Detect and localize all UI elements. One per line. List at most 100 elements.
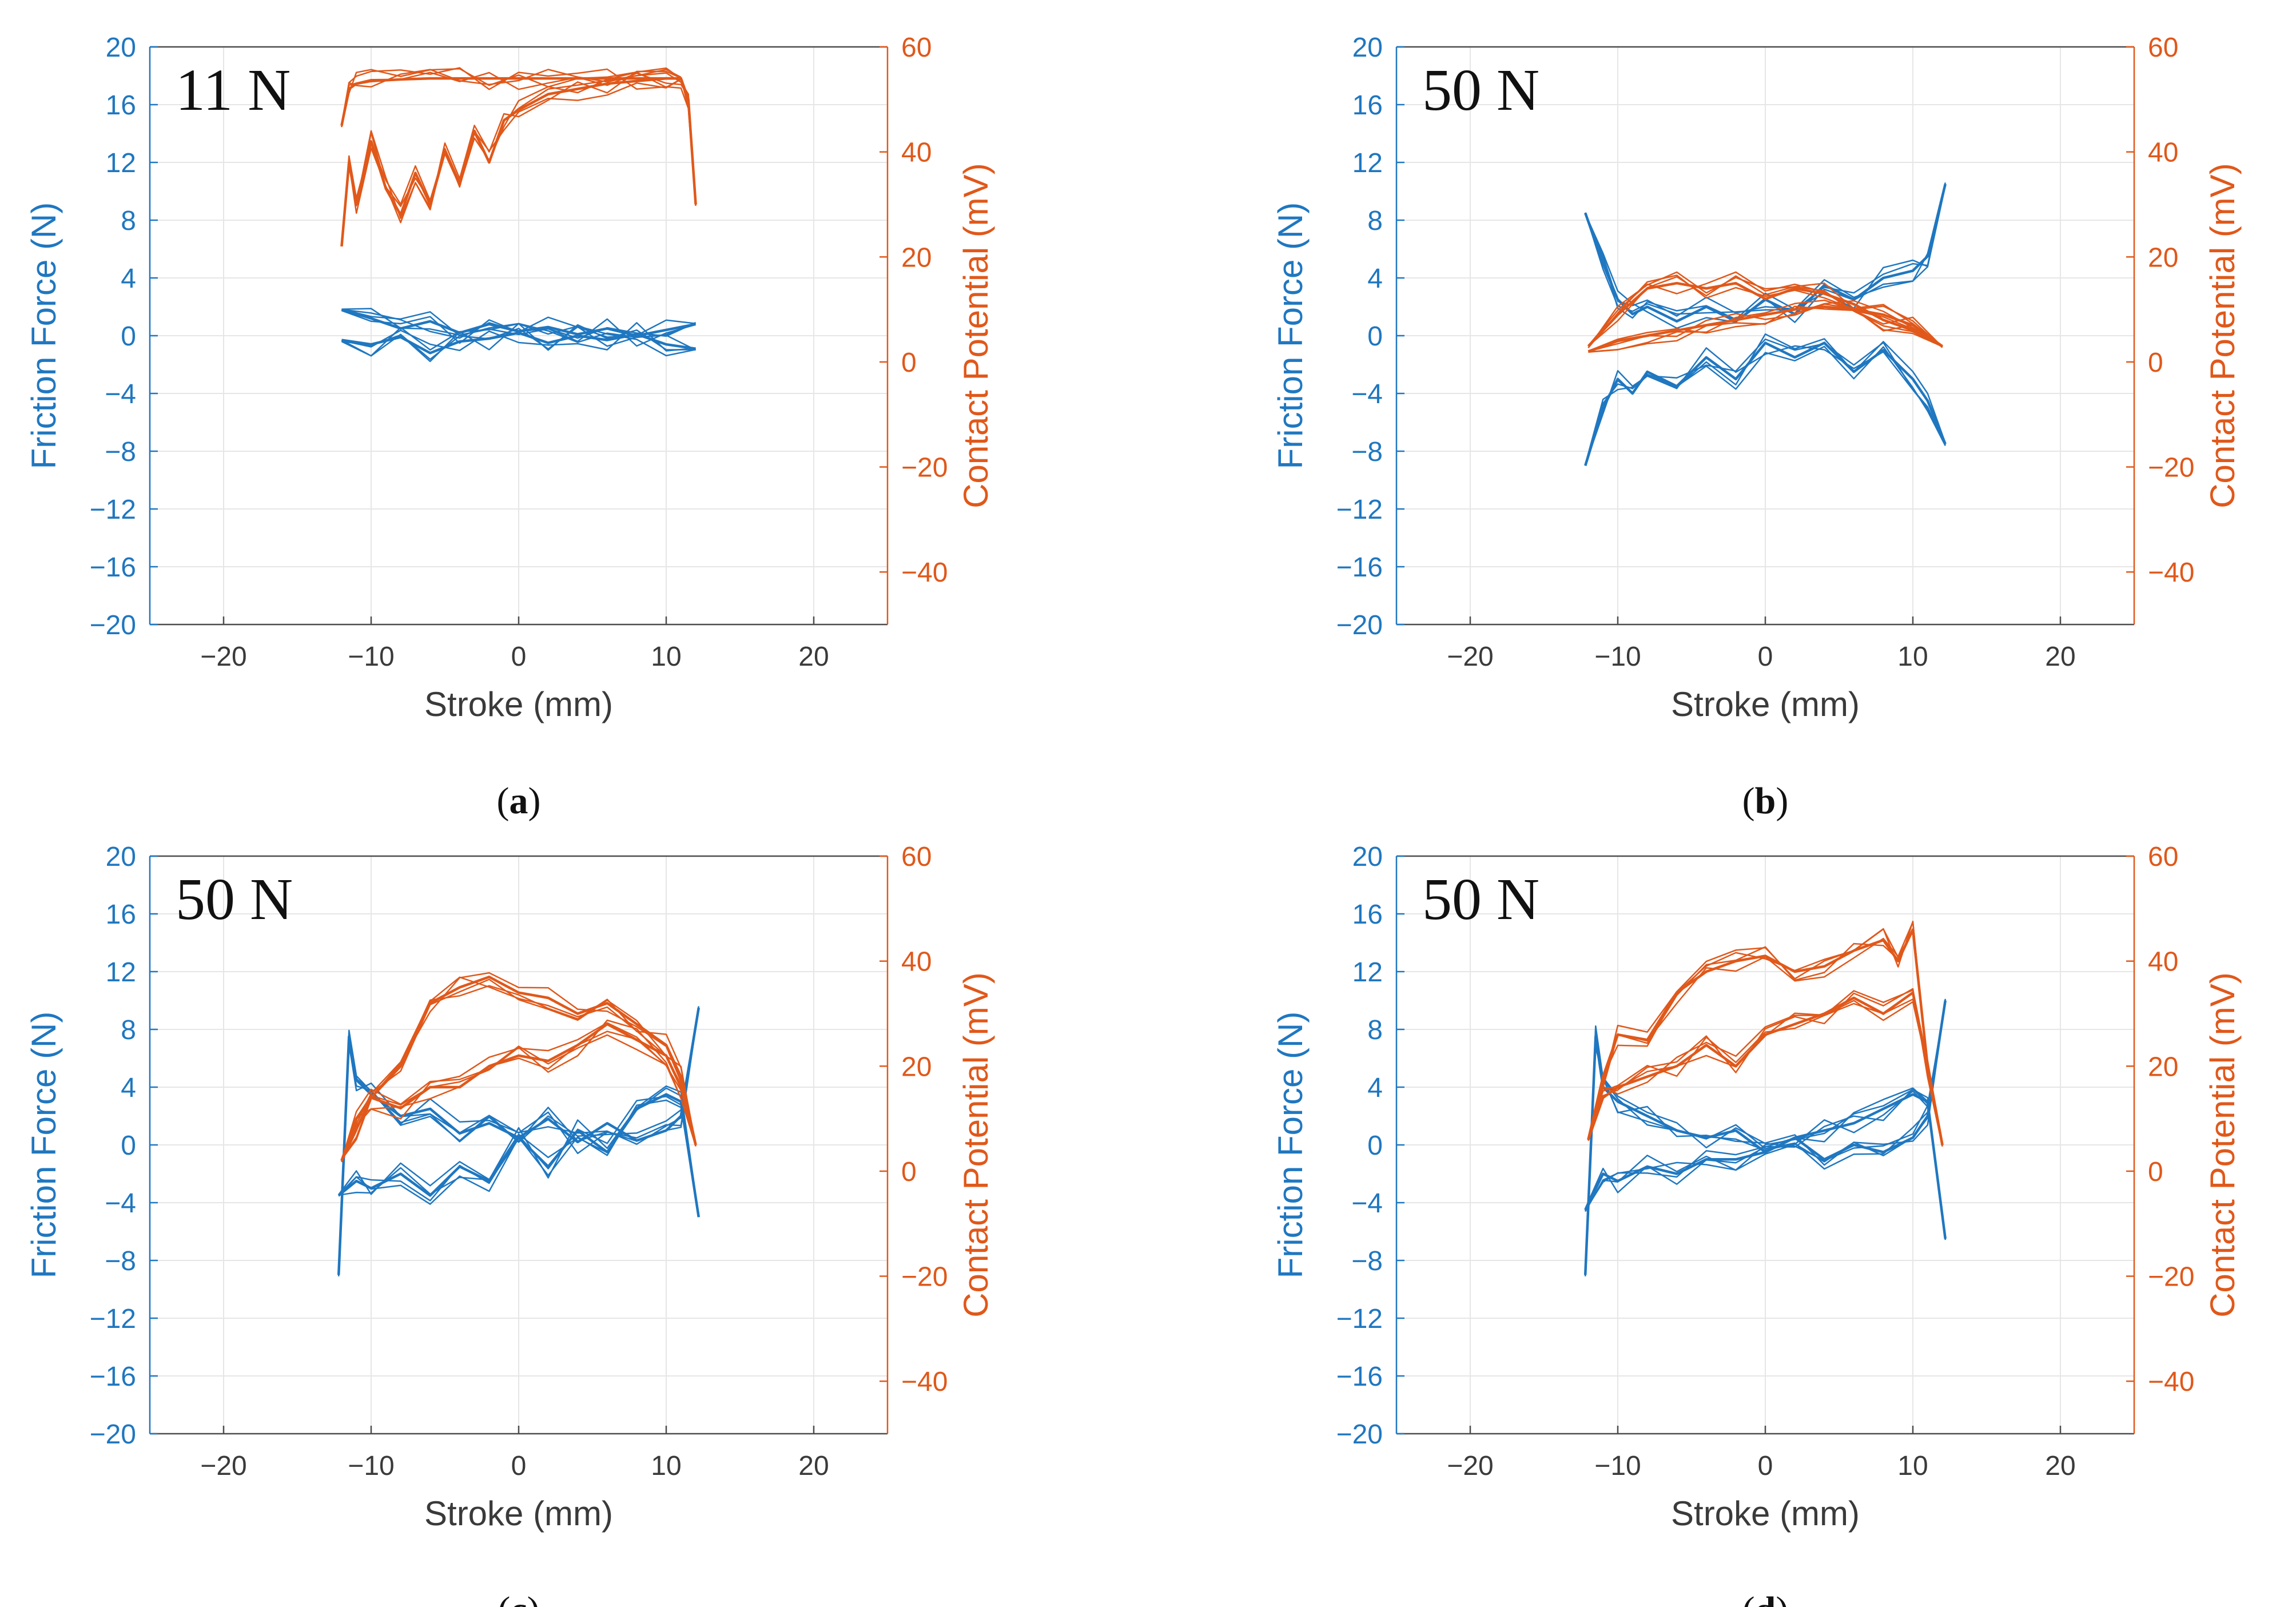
- x-tick-label: 0: [1758, 1451, 1773, 1481]
- right-y-tick-label: 60: [2148, 842, 2178, 872]
- series-potential-3: [1587, 271, 1943, 349]
- left-y-tick-label: −4: [1351, 379, 1383, 409]
- x-tick-label: −20: [200, 642, 246, 672]
- subfigure-caption: (c): [498, 1589, 539, 1607]
- series-line: [341, 323, 696, 357]
- x-tick-label: 10: [1897, 642, 1928, 672]
- series-line: [341, 972, 697, 1160]
- right-y-tick-label: 0: [901, 1157, 917, 1187]
- series-line: [341, 67, 697, 206]
- x-tick-label: 10: [1897, 1451, 1928, 1481]
- left-y-tick-label: −16: [1336, 552, 1383, 583]
- left-y-tick-label: −8: [1351, 1246, 1383, 1276]
- series-line: [337, 1006, 700, 1274]
- left-y-tick-label: −20: [90, 1419, 136, 1450]
- left-y-tick-label: −8: [105, 1246, 136, 1276]
- load-annotation: 50 N: [176, 866, 293, 932]
- subfigure-caption: (b): [1742, 780, 1789, 822]
- right-y-axis-label: Contact Potential (mV): [2203, 972, 2242, 1318]
- series-line: [1587, 991, 1944, 1145]
- x-axis-label: Stroke (mm): [1671, 1494, 1860, 1533]
- series-line: [337, 1008, 700, 1276]
- right-y-tick-label: 20: [2148, 1052, 2178, 1082]
- left-y-tick-label: 0: [121, 321, 136, 352]
- series-line: [341, 331, 696, 355]
- series-line: [1588, 299, 1943, 353]
- left-y-axis-label: Friction Force (N): [1271, 202, 1310, 470]
- x-axis-label: Stroke (mm): [424, 1494, 613, 1533]
- left-y-tick-label: 20: [106, 33, 136, 63]
- right-y-tick-label: 40: [2148, 138, 2178, 168]
- x-tick-label: 0: [1758, 642, 1773, 672]
- right-y-tick-label: 0: [2148, 1157, 2163, 1187]
- left-y-tick-label: −20: [90, 610, 136, 641]
- series-potential-2: [340, 67, 697, 206]
- left-y-tick-label: −12: [1336, 495, 1383, 525]
- right-y-axis-label: Contact Potential (mV): [957, 972, 995, 1318]
- series-line: [341, 322, 696, 352]
- left-y-axis-label: Friction Force (N): [25, 1012, 63, 1279]
- series-line: [1587, 921, 1943, 1147]
- series-potential-2: [1587, 920, 1944, 1147]
- left-y-tick-label: 12: [106, 957, 136, 988]
- left-y-tick-label: 16: [1352, 900, 1383, 930]
- left-y-tick-label: 8: [1367, 206, 1383, 236]
- series-line: [1588, 303, 1943, 352]
- x-tick-label: 10: [651, 1451, 681, 1481]
- left-y-tick-label: 0: [1367, 321, 1383, 352]
- left-y-tick-label: 8: [121, 1015, 136, 1045]
- left-y-tick-label: −16: [90, 1362, 136, 1392]
- right-y-tick-label: 20: [2148, 242, 2178, 273]
- right-y-tick-label: −20: [2148, 453, 2194, 483]
- right-y-tick-label: 60: [901, 842, 932, 872]
- chart-panel-a: −20 −10 0 10 20−20−16−12−8−4048121620−40−200…: [25, 33, 995, 822]
- x-tick-label: 10: [651, 642, 681, 672]
- series-line: [1587, 271, 1943, 349]
- x-axis-label: Stroke (mm): [424, 685, 613, 723]
- left-y-tick-label: −4: [105, 1188, 136, 1219]
- right-y-tick-label: −40: [2148, 558, 2194, 588]
- series-line: [341, 71, 697, 205]
- left-y-tick-label: 4: [1367, 1073, 1383, 1103]
- left-y-tick-label: 0: [121, 1131, 136, 1161]
- x-tick-label: 20: [2045, 1451, 2075, 1481]
- series-friction-0: [1583, 999, 1947, 1276]
- left-y-tick-label: 8: [121, 206, 136, 236]
- left-y-tick-label: 20: [106, 842, 136, 872]
- subfigure-caption: (a): [497, 780, 541, 822]
- left-y-tick-label: 16: [106, 900, 136, 930]
- right-y-tick-label: 0: [2148, 348, 2163, 378]
- series-line: [1585, 1090, 1947, 1238]
- series-line: [339, 1085, 700, 1216]
- left-y-axis-label: Friction Force (N): [1271, 1012, 1310, 1279]
- series-line: [341, 985, 697, 1160]
- series-potential-3: [340, 69, 682, 247]
- left-y-tick-label: −12: [1336, 1304, 1383, 1334]
- subfigure-caption: (d): [1742, 1589, 1789, 1607]
- series-line: [1588, 305, 1943, 353]
- left-y-tick-label: 12: [1352, 148, 1383, 178]
- series-line: [1587, 930, 1943, 1145]
- x-tick-label: −20: [200, 1451, 246, 1481]
- series-line: [341, 78, 682, 245]
- series-potential-2: [1587, 299, 1943, 353]
- series-line: [1585, 333, 1946, 466]
- x-tick-label: 0: [511, 642, 527, 672]
- left-y-tick-label: −16: [1336, 1362, 1383, 1392]
- series-line: [337, 1007, 700, 1274]
- series-line: [338, 1096, 700, 1216]
- series-line: [341, 308, 696, 347]
- series-friction-1: [337, 1085, 701, 1218]
- series-line: [341, 1019, 697, 1161]
- x-tick-label: 20: [798, 642, 829, 672]
- x-tick-label: −20: [1447, 642, 1493, 672]
- series-line: [341, 1034, 697, 1161]
- left-y-tick-label: −4: [1351, 1188, 1383, 1219]
- series-line: [341, 70, 682, 245]
- left-y-tick-label: 20: [1352, 33, 1383, 63]
- x-tick-label: −10: [1594, 642, 1641, 672]
- right-y-tick-label: −20: [2148, 1262, 2194, 1292]
- left-y-tick-label: −8: [1351, 437, 1383, 467]
- right-y-tick-label: −40: [901, 558, 948, 588]
